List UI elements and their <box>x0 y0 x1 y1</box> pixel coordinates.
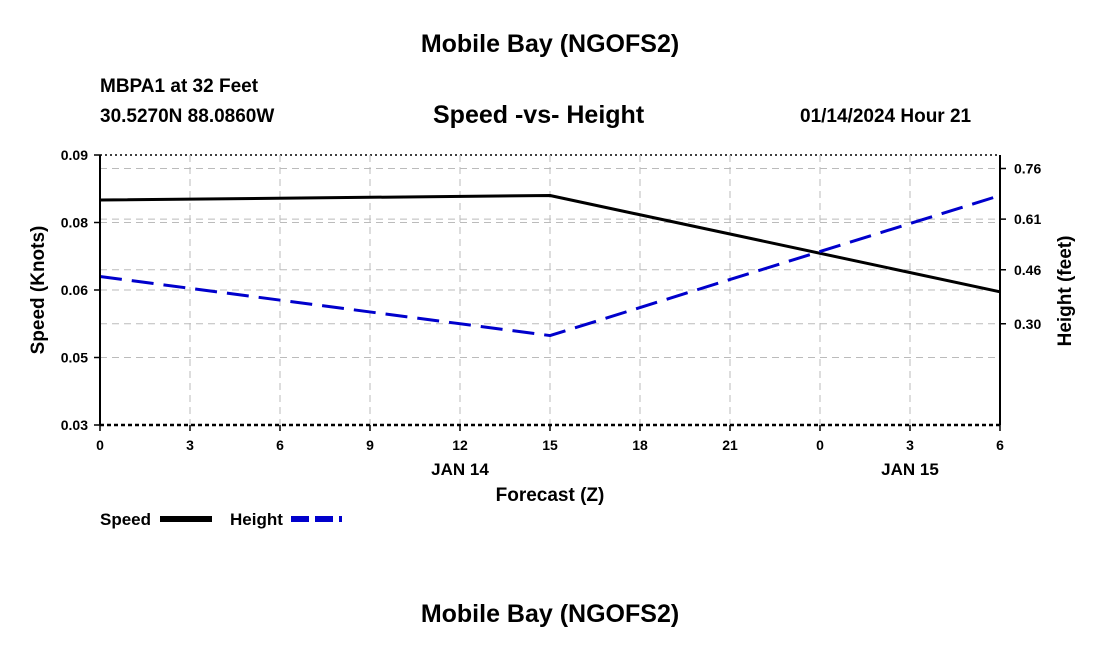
legend: Speed Height <box>100 510 342 529</box>
x-tick-label: 15 <box>542 437 558 453</box>
right-axis-title: Height (feet) <box>1055 236 1076 347</box>
grid-layer <box>100 154 1000 425</box>
left-tick-label: 0.08 <box>61 215 88 231</box>
series-layer <box>99 194 1001 338</box>
right-tick-label: 0.61 <box>1014 211 1041 227</box>
x-tick-label: 3 <box>186 437 194 453</box>
chart-title-top: Mobile Bay (NGOFS2) <box>420 30 680 58</box>
x-date-label: JAN 15 <box>881 460 939 479</box>
chart-title-bottom: Mobile Bay (NGOFS2) <box>420 600 680 628</box>
right-tick-label: 0.76 <box>1014 161 1041 177</box>
x-tick-label: 21 <box>722 437 738 453</box>
x-tick-label: 6 <box>276 437 284 453</box>
chart-subtitle: Speed -vs- Height <box>433 101 645 129</box>
x-tick-label: 3 <box>906 437 914 453</box>
left-axis-title: Speed (Knots) <box>28 226 49 355</box>
left-tick-label: 0.05 <box>61 350 88 366</box>
x-axis-title: Forecast (Z) <box>496 485 605 506</box>
x-tick-label: 0 <box>816 437 824 453</box>
series-line-height <box>99 194 1001 338</box>
x-tick-label: 0 <box>96 437 104 453</box>
x-tick-label: 9 <box>366 437 374 453</box>
left-tick-label: 0.09 <box>61 147 88 163</box>
x-tick-label: 18 <box>632 437 648 453</box>
legend-label: Height <box>230 510 283 529</box>
x-tick-label: 6 <box>996 437 1004 453</box>
label-layer: 0 3 6 9 12 15 18 21 0 3 6 0.09 0.08 0.06 0.05 0.03 0.76 0… <box>28 147 1076 506</box>
x-tick-label: 12 <box>452 437 468 453</box>
forecast-datetime: 01/14/2024 Hour 21 <box>800 106 972 127</box>
coordinates-label: 30.5270N 88.0860W <box>100 106 275 127</box>
right-tick-label: 0.46 <box>1014 262 1041 278</box>
legend-label: Speed <box>100 510 151 529</box>
x-date-label: JAN 14 <box>431 460 489 479</box>
axis-layer <box>94 154 1006 431</box>
left-tick-label: 0.03 <box>61 417 88 433</box>
series-line-speed <box>99 194 1001 294</box>
right-tick-label: 0.30 <box>1014 316 1041 332</box>
station-label: MBPA1 at 32 Feet <box>100 76 259 97</box>
left-tick-label: 0.06 <box>61 282 88 298</box>
